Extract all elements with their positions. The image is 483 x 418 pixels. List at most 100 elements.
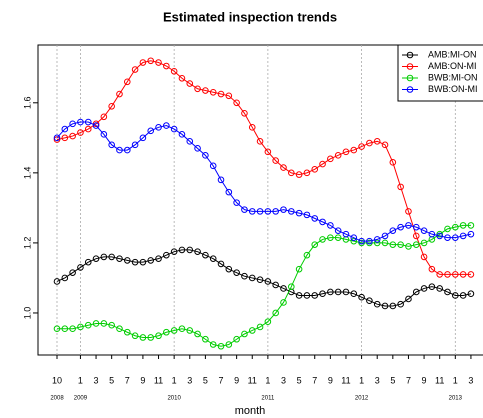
data-point [288,169,295,177]
x-tick-label: 9 [234,375,239,385]
data-point [69,120,76,128]
data-point [467,271,475,278]
x-tick-label: 11 [248,375,257,385]
data-point [202,335,209,343]
x-tick-label: 5 [203,375,208,385]
data-point [241,206,248,213]
data-point [61,274,69,282]
data-point [272,309,279,317]
data-point [84,258,92,266]
data-point [139,334,147,341]
data-point [155,332,162,340]
year-label: 2009 [74,396,88,402]
data-point [217,342,225,350]
x-tick-label: 3 [468,375,473,385]
data-point [100,320,108,327]
data-point [405,243,412,250]
data-point [452,292,459,299]
y-tick-label: 1.4 [22,167,32,180]
data-point [334,227,342,234]
data-point [53,134,61,142]
data-point [381,239,389,247]
data-point [389,227,397,234]
data-point [327,234,334,241]
data-point [123,328,131,336]
data-point [233,199,240,206]
data-point [295,209,303,217]
data-point [92,122,100,129]
data-point [428,283,436,290]
data-point [248,124,256,131]
data-point [350,146,358,154]
data-point [178,325,186,333]
data-point [170,248,178,255]
data-point [428,265,436,273]
data-point [233,335,240,343]
data-point [295,171,303,178]
data-point [452,234,459,241]
data-point [163,122,170,129]
data-point [358,293,365,301]
data-point [69,132,76,140]
data-point [256,276,264,283]
data-point [217,90,225,98]
data-point [77,264,84,271]
data-point [452,223,459,231]
data-point [295,265,303,273]
data-point [116,255,123,262]
data-point [342,230,350,238]
y-tick-label: 1.6 [22,97,32,110]
data-point [444,271,451,278]
data-point [334,234,342,241]
x-tick-label: 9 [328,375,333,385]
data-point [186,327,194,334]
data-point [194,248,201,255]
data-point [241,330,248,338]
data-point [139,258,147,266]
data-point [280,285,287,292]
data-point [264,148,272,156]
data-point [92,255,100,262]
x-tick-label: 7 [312,375,317,385]
data-point [69,269,76,276]
data-point [444,234,451,241]
data-point [123,257,131,264]
data-point [436,232,443,240]
data-point [256,208,264,215]
data-point [366,237,373,245]
data-point [170,327,178,334]
data-point [303,211,311,219]
data-point [163,62,170,70]
data-point [84,321,92,329]
x-tick-label: 1 [359,375,364,385]
data-point [92,320,100,327]
legend-label: BWB:MI-ON [428,72,478,82]
data-point [225,92,233,100]
data-point [467,290,475,298]
data-point [53,325,61,333]
data-point [248,327,256,334]
data-point [288,283,295,290]
data-point [303,169,311,177]
data-point [459,232,467,240]
data-point [459,271,467,278]
data-point [209,88,217,96]
data-point [248,208,256,215]
data-point [436,230,443,238]
data-point [444,288,451,296]
legend-marker [406,63,414,70]
data-point [241,272,248,280]
data-point [194,145,201,152]
data-point [366,139,373,147]
data-point [280,299,287,306]
data-point [319,236,326,243]
data-point [358,143,365,150]
data-point [108,102,115,110]
data-point [311,241,319,248]
x-tick-label: 11 [154,375,163,385]
data-point [397,241,404,248]
year-label: 2012 [355,396,369,402]
data-point [53,136,61,143]
data-point [334,152,342,159]
data-point [366,297,373,305]
